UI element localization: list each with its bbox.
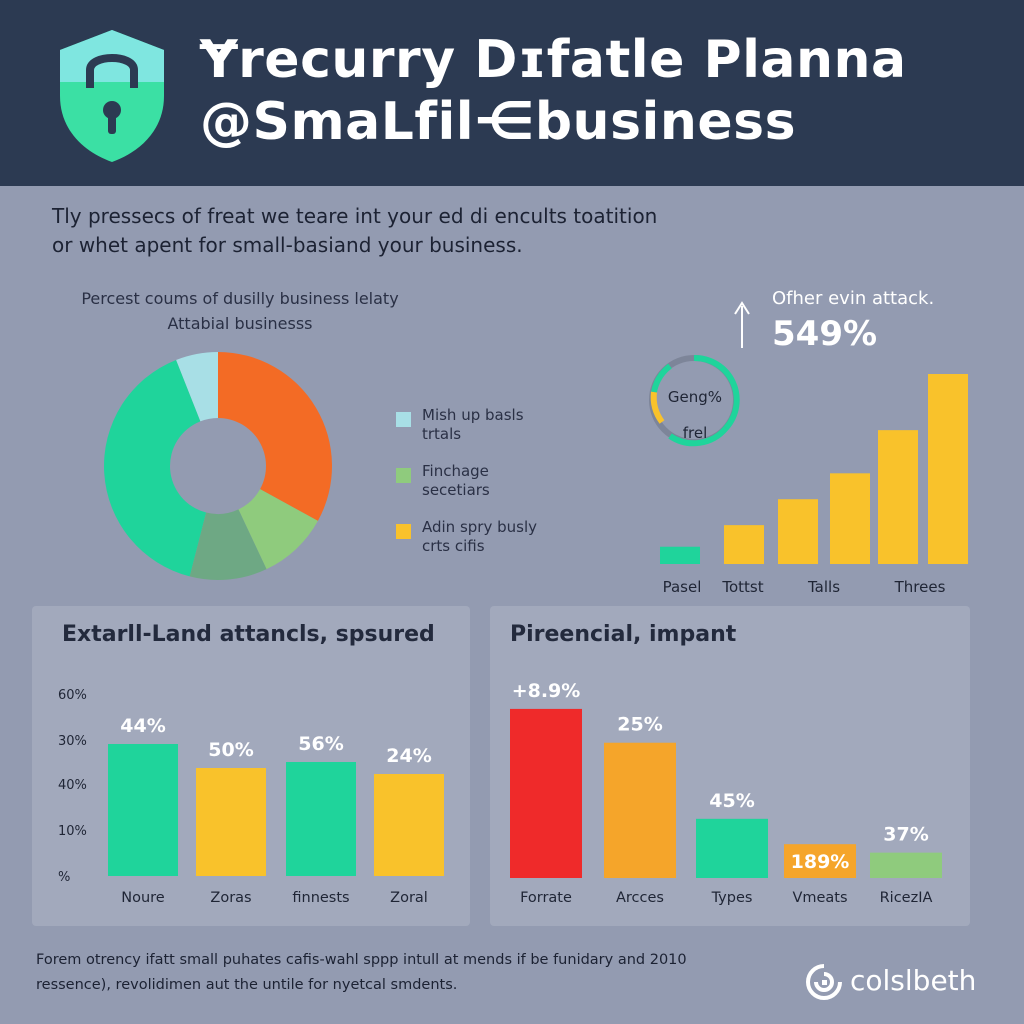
data-label: 37%	[883, 824, 928, 846]
footer-line-1: Forem otrency ifatt small puhates cafis-…	[36, 952, 687, 968]
impact-bar	[510, 708, 582, 878]
y-tick-label: 10%	[58, 824, 87, 839]
donut-slice	[104, 360, 207, 577]
brand-name: colslbeth	[850, 964, 977, 997]
legend-label-line: trtals	[422, 425, 462, 443]
page-title-line-1: Ɏrecurry Dɪfatle Planna	[200, 30, 907, 90]
growth-bar	[660, 546, 700, 564]
legend-swatch	[396, 412, 411, 427]
footer-line-2: ressence), revolidimen aut the untile fo…	[36, 977, 458, 993]
donut-legend: Mish up basls trtals Finchage secetiars …	[396, 406, 596, 574]
x-tick-label: Forrate	[520, 890, 572, 906]
impact-bar	[870, 852, 942, 878]
attacks-bar-chart: 60% 30% 40% 10%% 44% Noure 50% Zoras 56% finnests…	[58, 688, 444, 906]
impact-bar	[784, 844, 856, 878]
attacks-panel: Extarll-Land attancls, spsured 60% 30% 40%…	[32, 606, 470, 926]
impact-bar	[696, 818, 768, 878]
legend-label-line: crts cifis	[422, 537, 485, 555]
page-title-line-2: @SmaLfil⋲business	[200, 92, 797, 152]
x-tick-label: Arcces	[616, 890, 664, 906]
header-banner: Ɏrecurry Dɪfatle Planna @SmaLfil⋲busines…	[0, 0, 1024, 186]
growth-bar-chart	[660, 374, 968, 564]
attacks-panel-title: Extarll-Land attancls, spsured	[62, 622, 435, 647]
donut-chart	[104, 352, 332, 580]
growth-bar	[724, 525, 764, 564]
donut-title-line-2: Attabial businesss	[167, 314, 313, 333]
data-label: 50%	[208, 739, 253, 761]
impact-bar-chart: +8.9% Forrate 25% Arcces 45% Types 189% Vmeats 3…	[510, 680, 942, 906]
donut-slice	[238, 489, 318, 570]
data-label: 189%	[791, 851, 850, 873]
intro-line-2: or whet apent for small-basiand your bus…	[52, 233, 523, 257]
legend-label-line: Adin spry busly	[422, 518, 537, 536]
y-tick-label: 40%	[58, 778, 87, 793]
data-label: +8.9%	[512, 680, 581, 702]
donut-title-line-1: Percest coums of dusilly business lelaty	[81, 289, 399, 308]
attacks-bar	[108, 744, 178, 876]
growth-category-label: Tottst	[722, 578, 764, 596]
intro-text: Tly pressecs of freat we teare int your …	[52, 202, 992, 260]
donut-chart-title: Percest coums of dusilly business lelaty…	[40, 286, 440, 336]
legend-label-line: Mish up basls	[422, 406, 524, 424]
growth-bar	[878, 430, 918, 564]
footer-note: Forem otrency ifatt small puhates cafis-…	[36, 948, 776, 998]
x-tick-label: Vmeats	[792, 890, 847, 906]
data-label: 56%	[298, 733, 343, 755]
y-tick-label: 30%	[58, 734, 87, 749]
legend-swatch	[396, 468, 411, 483]
arrow-up-icon	[734, 301, 750, 348]
impact-panel: Pireencial, impant +8.9% Forrate 25% Arcces…	[490, 606, 970, 926]
gauge-text-line-2: frel	[682, 424, 708, 442]
growth-category-label: Talls	[807, 578, 841, 596]
legend-item: Finchage secetiars	[396, 462, 596, 518]
legend-swatch	[396, 524, 411, 539]
data-label: 44%	[120, 715, 165, 737]
growth-label: Ofher evin attack.	[772, 288, 935, 309]
growth-bar	[830, 473, 870, 564]
legend-item: Mish up basls trtals	[396, 406, 596, 462]
legend-label-line: Finchage	[422, 462, 489, 480]
attacks-bar	[286, 762, 356, 876]
impact-panel-title: Pireencial, impant	[510, 622, 737, 647]
data-label: 25%	[617, 714, 662, 736]
donut-slice	[189, 509, 267, 580]
growth-bar	[778, 499, 818, 564]
attacks-bar	[196, 768, 266, 876]
y-tick-label: %	[58, 870, 70, 885]
brand-logo-icon	[806, 964, 842, 1000]
growth-category-label: Threes	[894, 578, 946, 596]
growth-value: 549%	[772, 314, 878, 354]
growth-bar	[928, 374, 968, 564]
y-tick-label: 60%	[58, 688, 87, 703]
legend-label-line: secetiars	[422, 481, 490, 499]
data-label: 24%	[386, 745, 431, 767]
x-tick-label: finnests	[292, 890, 349, 906]
x-tick-label: RicezIA	[880, 890, 933, 906]
donut-slice	[218, 352, 332, 521]
x-tick-label: Types	[711, 890, 753, 906]
data-label: 45%	[709, 790, 754, 812]
gauge-text-line-1: Geng%	[667, 388, 723, 406]
impact-bar	[604, 742, 676, 878]
legend-item: Adin spry busly crts cifis	[396, 518, 596, 574]
shield-lock-icon	[60, 30, 164, 162]
growth-category-label: Pasel	[662, 578, 702, 596]
x-tick-label: Noure	[121, 890, 165, 906]
gauge-ring	[649, 354, 740, 447]
x-tick-label: Zoral	[390, 890, 428, 906]
donut-slice	[176, 352, 218, 422]
x-tick-label: Zoras	[210, 890, 251, 906]
intro-line-1: Tly pressecs of freat we teare int your …	[52, 204, 658, 228]
attacks-bar	[374, 774, 444, 876]
